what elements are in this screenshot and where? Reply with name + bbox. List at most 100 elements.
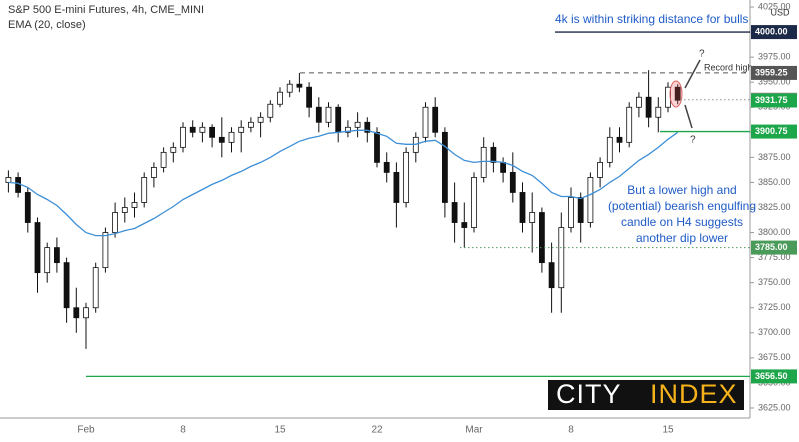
x-tick-label: 8 [180, 425, 186, 436]
candle-body [228, 131, 235, 143]
candle-body [364, 121, 371, 133]
arrow [684, 104, 693, 129]
price-label-box [751, 369, 797, 384]
candle-body [655, 106, 662, 118]
x-tick-label: Feb [77, 425, 95, 436]
annotation: Record high [704, 62, 753, 72]
candle-body [577, 197, 584, 223]
candle-body [160, 151, 167, 168]
candle-body [509, 172, 516, 193]
candle-body [354, 121, 361, 128]
annotation: ? [690, 135, 696, 146]
indicator-label: EMA (20, close) [8, 19, 86, 31]
candle-body [238, 126, 245, 133]
y-tick-label: 3700.00 [758, 327, 791, 337]
plot [5, 70, 681, 349]
candle-body [257, 116, 264, 123]
candle-body [568, 197, 574, 228]
price-label-box [751, 65, 797, 80]
price-label: 3959.25 [755, 67, 788, 77]
note-line: (potential) bearish engulfing [608, 199, 756, 213]
candle-body [112, 212, 118, 233]
candle-body [102, 232, 109, 269]
candle-body [24, 192, 31, 223]
candle-body [471, 177, 477, 228]
candle-body [199, 126, 206, 133]
price-label: 3785.00 [755, 242, 788, 252]
candle-body [374, 131, 380, 163]
price-label: 3656.50 [755, 371, 788, 381]
price-label: 3931.75 [755, 95, 788, 105]
price-label-box [751, 93, 797, 108]
candle-body [131, 202, 138, 208]
candle-body [325, 106, 332, 123]
ema-line [8, 129, 679, 237]
highlight [669, 80, 683, 108]
y-tick-label: 3975.00 [758, 52, 791, 62]
candle-body [587, 177, 594, 223]
candle-body [490, 146, 497, 163]
y-tick-label: 3775.00 [758, 252, 791, 262]
candle-body [335, 106, 342, 133]
candle-body [209, 126, 216, 138]
candle-body [558, 227, 565, 289]
candle-body [218, 136, 225, 143]
candle-body [247, 121, 254, 128]
candle-body [597, 161, 603, 178]
y-tick-label: 3800.00 [758, 227, 791, 237]
y-tick-label: 3750.00 [758, 277, 791, 287]
candle-body [606, 136, 613, 163]
candle-body [616, 136, 623, 143]
note-line: candle on H4 suggests [621, 215, 743, 229]
logo: CITY [556, 379, 622, 409]
x-tick-label: 22 [371, 425, 383, 436]
candle-body [306, 86, 313, 108]
candle-body [403, 151, 410, 203]
candle-body [286, 83, 293, 93]
currency: USD [770, 7, 790, 17]
note-line: But a lower high and [627, 183, 736, 197]
y-tick-label: 3675.00 [758, 352, 791, 362]
candle-body [150, 167, 157, 178]
y-tick-label: 3625.00 [758, 402, 791, 412]
candle-body [480, 146, 487, 178]
y-tick-label: 3850.00 [758, 177, 791, 187]
candle-body [441, 131, 448, 203]
candle-body [315, 106, 322, 123]
candle-body [5, 177, 12, 183]
candle-body [296, 83, 303, 88]
candle-body [461, 222, 468, 228]
candle-body [170, 146, 177, 153]
candle-body [83, 307, 89, 319]
candle-body [519, 192, 526, 223]
candle-body [189, 126, 196, 133]
price-label-box [751, 240, 797, 255]
candle-body [63, 262, 70, 309]
candle-body [277, 91, 283, 105]
y-tick-label: 3825.00 [758, 202, 791, 212]
note: But a lower high and (potential) bearish … [608, 183, 756, 245]
y-tick-label: 3950.00 [758, 77, 791, 87]
price-label-box [751, 124, 797, 139]
candle-body [121, 207, 128, 213]
candle-body [432, 106, 439, 133]
annotation: 4k is within striking distance for bulls [555, 12, 748, 26]
logo: INDEX [650, 379, 738, 409]
candle-body [34, 222, 41, 274]
arrow [684, 59, 701, 89]
x-tick-label: 15 [662, 425, 674, 436]
note-line: another dip lower [636, 231, 728, 245]
chart-title: S&P 500 E-mini Futures, 4h, CME_MINI [8, 4, 204, 16]
candle-body [344, 126, 351, 133]
price-label-box [751, 25, 797, 40]
candle-body [44, 247, 51, 274]
candle-body [636, 96, 642, 108]
candle-body [626, 106, 633, 143]
candle-body [180, 126, 186, 148]
candle-body [267, 103, 274, 118]
x-tick-label: 15 [274, 425, 286, 436]
logo-box [548, 380, 744, 410]
candle-body [54, 247, 60, 264]
